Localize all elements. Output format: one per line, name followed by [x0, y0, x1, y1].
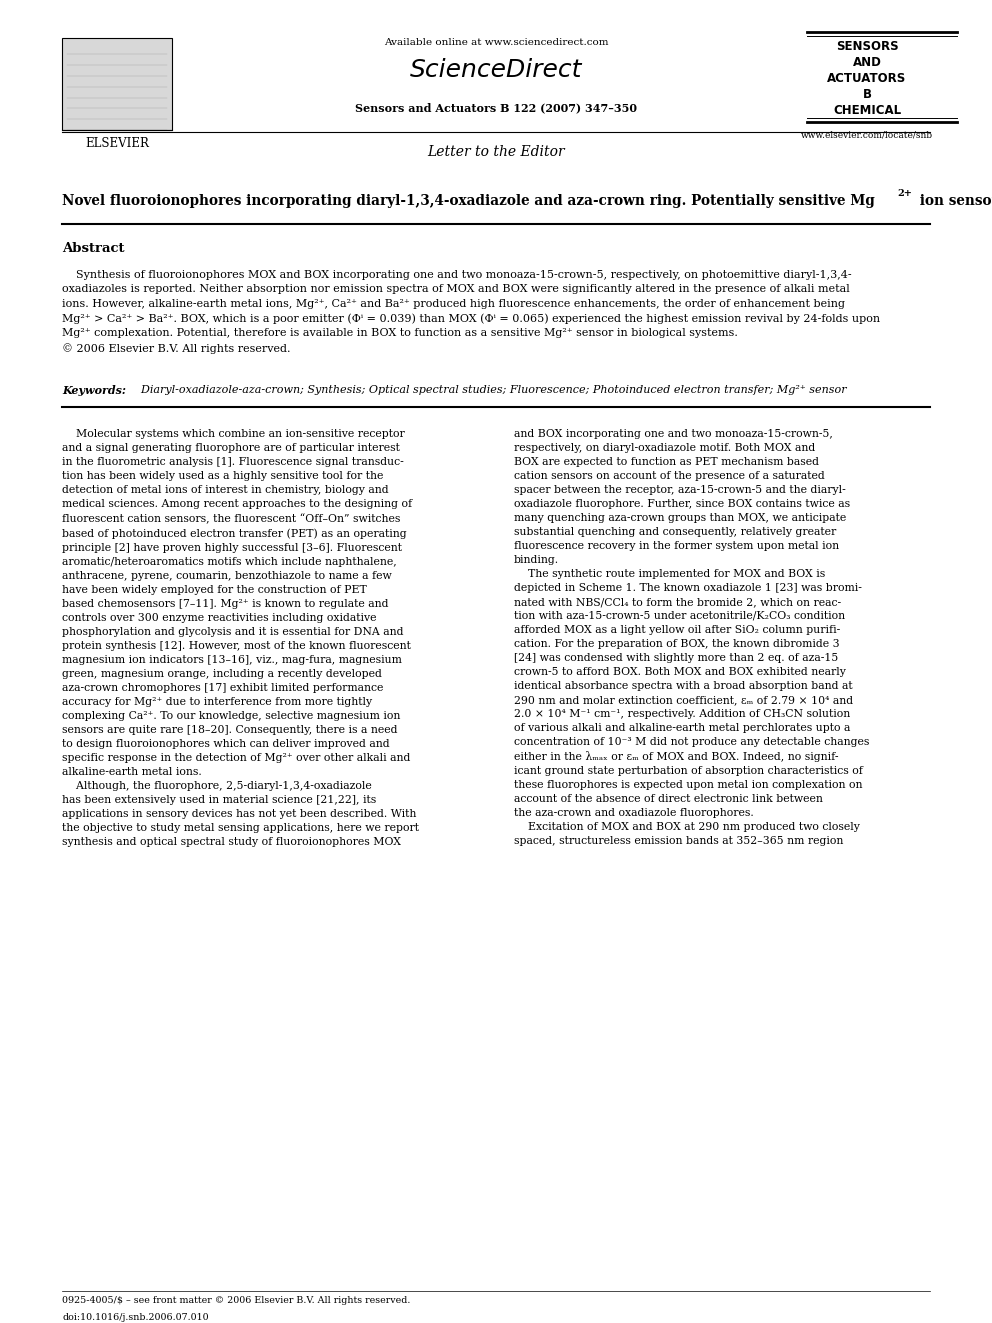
Text: doi:10.1016/j.snb.2006.07.010: doi:10.1016/j.snb.2006.07.010 — [62, 1312, 208, 1322]
Text: Available online at www.sciencedirect.com: Available online at www.sciencedirect.co… — [384, 38, 608, 48]
Text: Molecular systems which combine an ion-sensitive receptor
and a signal generatin: Molecular systems which combine an ion-s… — [62, 429, 419, 847]
Text: Letter to the Editor: Letter to the Editor — [428, 146, 564, 159]
Text: ScienceDirect: ScienceDirect — [410, 58, 582, 82]
Text: Diaryl-oxadiazole-aza-crown; Synthesis; Optical spectral studies; Fluorescence; : Diaryl-oxadiazole-aza-crown; Synthesis; … — [134, 385, 846, 396]
Text: SENSORS
AND
ACTUATORS
B
CHEMICAL: SENSORS AND ACTUATORS B CHEMICAL — [827, 40, 907, 116]
Text: Sensors and Actuators B 122 (2007) 347–350: Sensors and Actuators B 122 (2007) 347–3… — [355, 102, 637, 112]
Text: 0925-4005/$ – see front matter © 2006 Elsevier B.V. All rights reserved.: 0925-4005/$ – see front matter © 2006 El… — [62, 1297, 411, 1304]
Text: Keywords:: Keywords: — [62, 385, 126, 396]
Text: Abstract: Abstract — [62, 242, 125, 255]
Text: ELSEVIER: ELSEVIER — [85, 138, 149, 149]
Text: and BOX incorporating one and two monoaza-15-crown-5,
respectively, on diaryl-ox: and BOX incorporating one and two monoaz… — [514, 429, 869, 847]
Text: Novel fluoroionophores incorporating diaryl-1,3,4-oxadiazole and aza-crown ring.: Novel fluoroionophores incorporating dia… — [62, 194, 875, 208]
Text: ion sensor: ion sensor — [915, 194, 992, 208]
Text: www.elsevier.com/locate/snb: www.elsevier.com/locate/snb — [801, 130, 933, 139]
Text: Synthesis of fluoroionophores MOX and BOX incorporating one and two monoaza-15-c: Synthesis of fluoroionophores MOX and BO… — [62, 270, 880, 355]
Bar — [62, 38, 172, 130]
Text: 2+: 2+ — [897, 189, 912, 198]
